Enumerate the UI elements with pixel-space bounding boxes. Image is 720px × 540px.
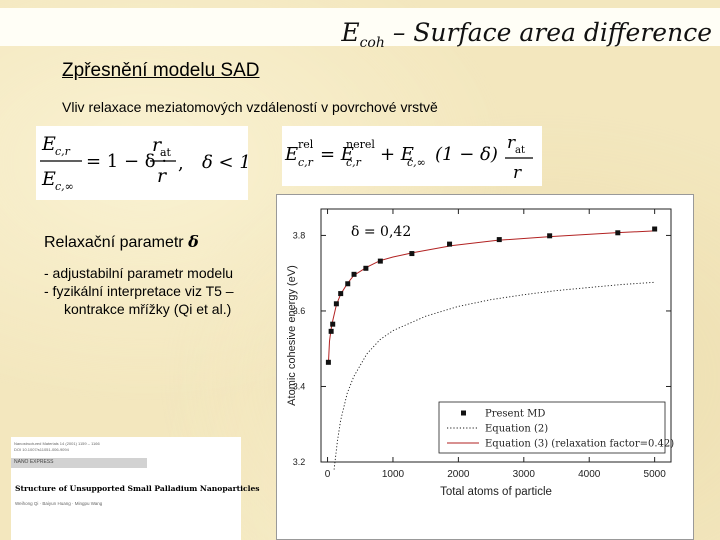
paper-meta-1: Nanostructured Materials 14 (2001) 1159 … (14, 441, 100, 446)
md-data-point (328, 328, 334, 334)
eq2-term1-sup: nerel (346, 138, 375, 151)
eq2-term1-sub: c,r (346, 156, 362, 169)
legend-label: Present MD (485, 409, 545, 420)
eq2-frac-num-sub: at (515, 145, 525, 156)
title-bar: Ecoh – Surface area difference (0, 8, 720, 51)
slide-title: Ecoh – Surface area difference (341, 18, 712, 51)
bullet-item: - adjustabilní parametr modelu (44, 265, 234, 281)
param-bullets: - adjustabilní parametr modelu - fyzikál… (44, 264, 254, 318)
x-tick-label: 3000 (513, 469, 536, 480)
eq2-lhs-sup: rel (298, 138, 314, 151)
eq1-condition: δ < 1 (202, 152, 248, 173)
y-tick-label: 3.2 (293, 457, 306, 467)
param-delta-symbol: δ (188, 232, 199, 251)
paper-thumbnail: Nanostructured Materials 14 (2001) 1159 … (11, 437, 260, 540)
description-line: Vliv relaxace meziatomových vzdáleností … (62, 99, 438, 115)
md-data-point (345, 281, 351, 287)
title-main: E (341, 18, 360, 47)
bullet-item: - fyzikální interpretace viz T5 – kontra… (44, 283, 234, 317)
md-data-point (409, 251, 415, 257)
md-data-point (333, 301, 339, 307)
svg-text:,: , (178, 153, 184, 174)
equation-1: E c,r E c,∞ = 1 − δ · r at r , δ < 1 (36, 126, 248, 200)
delta-annotation: δ = 0,42 (351, 224, 411, 240)
md-data-point (547, 233, 553, 239)
x-tick-label: 4000 (578, 469, 601, 480)
equation2-curve (333, 281, 655, 470)
md-data-point (351, 271, 357, 277)
plot-frame (320, 208, 672, 463)
cohesive-energy-chart: 0 1000 2000 3000 4000 5000 3.2 3.4 3.6 3.8 Total a… (286, 208, 674, 498)
legend-label: Equation (2) (485, 424, 548, 435)
md-data-point (363, 265, 369, 271)
eq1-lhs-den: E (41, 168, 56, 190)
param-heading-text: Relaxační parametr (44, 234, 189, 251)
paper-meta-2: DOI 10.1007/s11051-006-9094 (14, 447, 69, 452)
title-subscript: coh (359, 35, 385, 51)
x-tick-label: 5000 (644, 469, 667, 480)
paper-title: Structure of Unsupported Small Palladium… (15, 484, 260, 493)
y-tick-label: 3.8 (293, 230, 306, 240)
x-tick-label: 1000 (382, 469, 405, 480)
eq2-term2-sub: c,∞ (407, 156, 426, 169)
legend-box (438, 401, 666, 454)
eq2-frac-den: r (513, 163, 522, 183)
eq1-lhs-den-sub: c,∞ (55, 180, 74, 193)
eq2-frac-num: r (507, 133, 516, 153)
x-tick-label: 0 (325, 469, 331, 480)
y-axis-label: Atomic cohesive energy (eV) (286, 265, 298, 406)
eq1-frac-num: r (152, 134, 163, 156)
paper-band-text: NANO EXPRESS (14, 459, 54, 465)
eq2-term2: + E (380, 144, 414, 165)
eq2-term2-factor: (1 − δ) (435, 144, 498, 165)
paper-band: NANO EXPRESS (11, 458, 147, 468)
x-tick-label: 2000 (447, 469, 470, 480)
md-data-point (325, 359, 331, 365)
eq2-lhs-sub: c,r (298, 156, 314, 169)
eq1-frac-den: r (157, 165, 168, 187)
eq1-lhs-num: E (41, 133, 56, 155)
param-heading: Relaxační parametr δ (44, 232, 199, 252)
md-data-point (615, 230, 621, 236)
md-data-point (377, 258, 383, 264)
x-axis-label: Total atoms of particle (440, 486, 552, 498)
eq2-lhs: E (284, 144, 298, 165)
eq1-frac-num-sub: at (160, 146, 172, 159)
eq1-rhs: = 1 − δ · (86, 151, 167, 172)
md-data-point (330, 321, 336, 327)
equation-2: E rel c,r = E nerel c,r + E c,∞ (1 − δ) … (282, 126, 542, 186)
md-data-point (496, 237, 502, 243)
y-tick-label: 3.6 (293, 306, 306, 316)
eq1-lhs-num-sub: c,r (55, 145, 71, 158)
legend-md-marker (461, 410, 466, 416)
section-subtitle: Zpřesnění modelu SAD (62, 60, 260, 81)
legend-label: Equation (3) (relaxation factor=0.42) (485, 439, 674, 450)
md-data-point (447, 241, 453, 247)
eq2-term1: = E (320, 144, 354, 165)
paper-authors: Weihong Qi · Baiyun Huang · Mingpu Wang (15, 501, 103, 506)
md-data-point (338, 291, 344, 297)
y-tick-label: 3.4 (293, 381, 306, 391)
md-data-point (652, 226, 658, 232)
equation3-curve (327, 230, 655, 364)
chart-panel: 0 1000 2000 3000 4000 5000 3.2 3.4 3.6 3.8 Total a… (276, 194, 694, 540)
title-rest: – Surface area difference (384, 18, 712, 47)
